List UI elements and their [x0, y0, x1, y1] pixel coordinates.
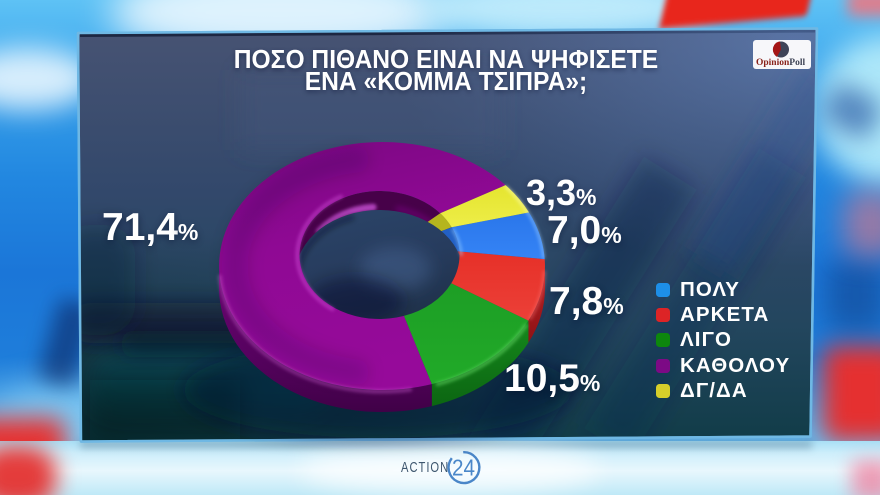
svg-text:24: 24 — [452, 455, 475, 481]
svg-text:OpinionPoll: OpinionPoll — [756, 58, 805, 68]
